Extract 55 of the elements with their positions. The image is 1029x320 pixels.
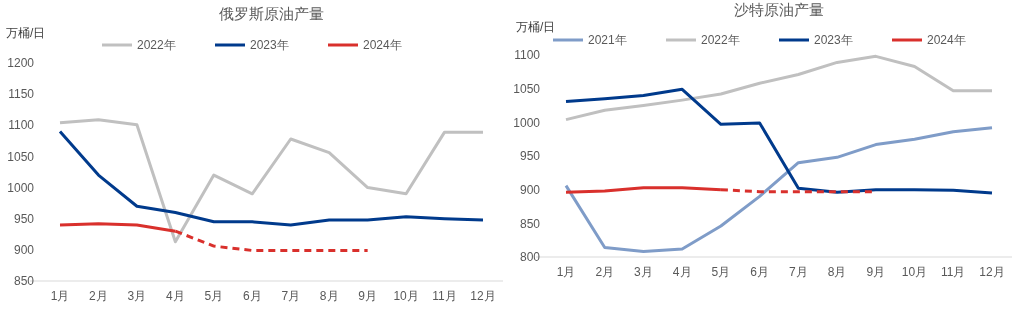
x-tick-label: 5月	[711, 265, 731, 279]
chart-title: 俄罗斯原油产量	[219, 5, 324, 22]
x-tick-label: 9月	[866, 265, 886, 279]
y-tick-label: 950	[519, 149, 541, 164]
x-tick-label: 9月	[358, 289, 377, 303]
x-tick-label: 8月	[827, 265, 847, 279]
legend-label: 2023年	[250, 38, 289, 53]
x-tick-label: 2月	[89, 289, 108, 303]
line-series	[564, 87, 994, 195]
y-tick-label: 1000	[7, 180, 35, 195]
x-tick-label: 3月	[634, 265, 653, 279]
y-tick-label: 1200	[7, 56, 35, 71]
x-tick-label: 10月	[901, 265, 928, 279]
x-tick-label: 1月	[556, 265, 576, 279]
legend-label: 2022年	[137, 38, 176, 53]
x-tick-label: 12月	[470, 289, 496, 303]
y-tick-label: 1000	[513, 115, 541, 130]
x-tick-label: 11月	[432, 289, 457, 303]
legend-label: 2022年	[701, 33, 740, 48]
x-tick-label: 7月	[281, 289, 301, 303]
x-tick-label: 1月	[50, 289, 70, 303]
y-tick-label: 950	[13, 211, 35, 226]
legend-label: 2021年	[588, 33, 627, 48]
y-tick-label: 1100	[8, 118, 35, 133]
x-tick-label: 4月	[166, 289, 185, 303]
x-tick-label: 12月	[979, 265, 1005, 279]
y-axis-title: 万桶/日	[516, 20, 556, 34]
legend-label: 2024年	[927, 33, 966, 48]
x-tick-label: 6月	[242, 289, 262, 303]
chart-title: 沙特原油产量	[734, 1, 824, 18]
legend-label: 2023年	[814, 33, 853, 48]
x-tick-label: 8月	[319, 289, 339, 303]
y-tick-label: 1150	[8, 87, 35, 102]
y-axis-title: 万桶/日	[6, 26, 46, 40]
line-series	[58, 130, 485, 227]
line-series	[58, 118, 485, 244]
line-series	[564, 126, 994, 254]
x-tick-label: 10月	[393, 289, 419, 303]
y-tick-label: 1100	[514, 48, 541, 63]
x-tick-label: 4月	[672, 265, 692, 279]
x-tick-label: 7月	[789, 265, 808, 279]
y-tick-label: 850	[13, 274, 35, 289]
y-tick-label: 1050	[7, 149, 35, 164]
y-tick-label: 850	[519, 216, 541, 231]
y-tick-label: 900	[13, 243, 35, 258]
x-tick-label: 5月	[204, 289, 224, 303]
x-tick-label: 2月	[595, 265, 615, 279]
x-tick-label: 6月	[750, 265, 769, 279]
x-tick-label: 3月	[127, 289, 147, 303]
line-series	[564, 54, 994, 122]
legend-label: 2024年	[363, 38, 402, 53]
x-tick-label: 11月	[941, 265, 966, 279]
y-tick-label: 900	[519, 182, 541, 197]
y-tick-label: 1050	[513, 81, 541, 96]
y-tick-label: 800	[519, 250, 541, 265]
